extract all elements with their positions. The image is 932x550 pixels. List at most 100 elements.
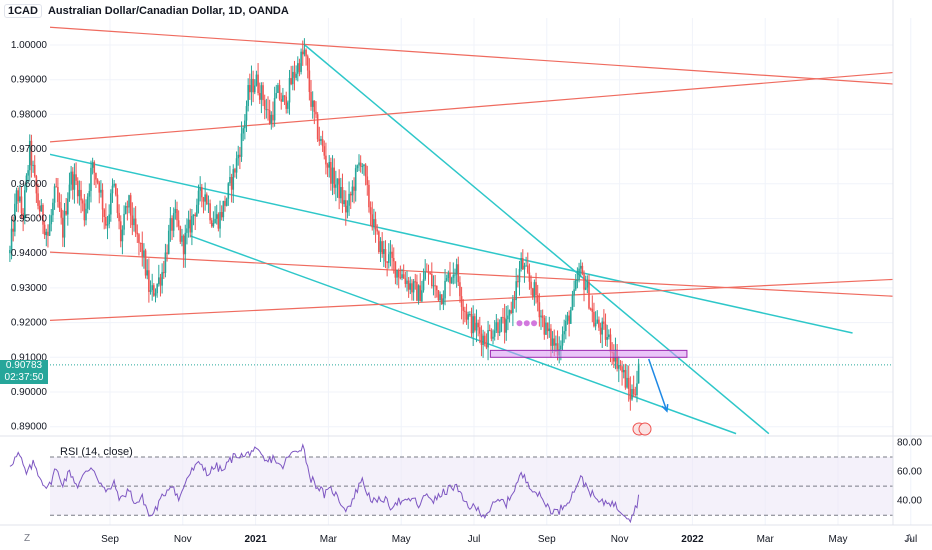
candle-body — [151, 285, 153, 291]
candle-body — [520, 258, 522, 269]
candle-body — [265, 109, 268, 111]
trendline-red[interactable] — [4, 69, 932, 145]
candle-body — [123, 213, 125, 230]
candle-body — [349, 193, 352, 196]
projection-arrow[interactable] — [648, 358, 668, 412]
candle-body — [225, 198, 228, 206]
candle-body — [128, 195, 130, 208]
grid — [50, 18, 912, 525]
candle-body — [427, 271, 430, 274]
candle-body — [17, 190, 19, 202]
candle-body — [414, 281, 417, 283]
event-marker[interactable] — [516, 320, 523, 327]
candle-body — [45, 231, 48, 236]
time-tick-label: Sep — [101, 534, 119, 545]
candle-body — [171, 218, 173, 231]
candle-body — [445, 278, 448, 281]
candle-body — [421, 290, 423, 302]
candle-body — [394, 261, 397, 278]
candle-body — [164, 252, 167, 273]
candle-body — [161, 272, 163, 286]
candle-body — [272, 114, 274, 121]
candle-body — [502, 317, 504, 319]
auto-scale-button[interactable]: A — [906, 533, 913, 544]
candle-body — [417, 285, 420, 301]
candle-body — [260, 85, 263, 100]
candle-body — [624, 369, 627, 388]
event-marker[interactable] — [523, 320, 530, 327]
candle-body — [335, 184, 337, 188]
trendline-red[interactable] — [4, 277, 932, 322]
chart-title: Australian Dollar/Canadian Dollar, 1D, O… — [47, 5, 289, 17]
candle-body — [330, 161, 332, 184]
candle-body — [290, 78, 292, 85]
support-zone[interactable] — [489, 349, 688, 358]
candle-body — [341, 187, 344, 205]
candle-body — [474, 316, 476, 331]
candle-body — [98, 182, 101, 193]
candle-body — [632, 388, 635, 395]
candle-body — [91, 162, 94, 168]
candle-body — [285, 96, 288, 109]
candle-body — [381, 241, 383, 254]
candle-body — [376, 229, 379, 232]
candle-body — [500, 317, 503, 332]
candle-body — [426, 271, 428, 273]
candle-body — [85, 208, 87, 221]
candle-body — [505, 319, 508, 333]
candle-body — [631, 388, 633, 400]
candle-body — [323, 146, 326, 156]
candle-body — [35, 176, 38, 194]
trendline-cyan[interactable] — [304, 44, 770, 435]
candle-body — [280, 99, 283, 102]
trendline-red[interactable] — [4, 250, 932, 299]
candle-body — [447, 272, 450, 279]
candle-body — [9, 249, 11, 254]
candle-body — [586, 281, 589, 288]
rsi-legend[interactable]: RSI (14, close) — [60, 446, 133, 458]
candle-body — [263, 100, 266, 110]
candle-body — [424, 271, 426, 280]
candle-body — [541, 315, 544, 318]
candle-body — [199, 187, 201, 191]
candle-body — [300, 51, 302, 72]
candle-body — [530, 281, 532, 289]
economic-event-icon[interactable] — [638, 422, 652, 436]
zoom-button[interactable]: Z — [24, 533, 31, 544]
candle-body — [434, 285, 436, 287]
trendline-cyan[interactable] — [26, 149, 853, 334]
time-tick-label: Jul — [904, 534, 917, 545]
candle-body — [262, 85, 264, 101]
candle-body — [53, 186, 56, 203]
candle-body — [531, 288, 534, 297]
event-marker[interactable] — [531, 320, 538, 327]
candle-body — [556, 343, 559, 356]
candle-body — [134, 218, 137, 233]
price-tick-label: 0.99000 — [11, 75, 48, 86]
candle-body — [68, 184, 71, 199]
trendline-red[interactable] — [4, 24, 932, 86]
candle-body — [10, 228, 13, 250]
candle-body — [139, 242, 142, 244]
time-tick-label: 2021 — [244, 534, 267, 545]
candle-body — [513, 298, 516, 301]
candle-body — [325, 155, 327, 165]
candle-body — [354, 168, 357, 191]
candle-body — [14, 203, 16, 232]
candle-body — [27, 170, 29, 176]
candle-body — [113, 183, 115, 186]
candle-body — [374, 219, 377, 230]
candle-body — [483, 335, 486, 345]
candle-body — [129, 195, 132, 216]
candle-body — [363, 164, 365, 167]
candle-body — [591, 308, 594, 313]
price-tick-label: 0.93000 — [11, 283, 48, 294]
symbol-chip[interactable]: 1CAD — [4, 4, 42, 18]
candle-body — [63, 210, 66, 238]
candle-body — [118, 212, 120, 222]
candle-body — [464, 310, 466, 312]
candle-body — [543, 317, 546, 335]
candle-body — [162, 272, 165, 274]
trendline-cyan[interactable] — [189, 235, 737, 435]
